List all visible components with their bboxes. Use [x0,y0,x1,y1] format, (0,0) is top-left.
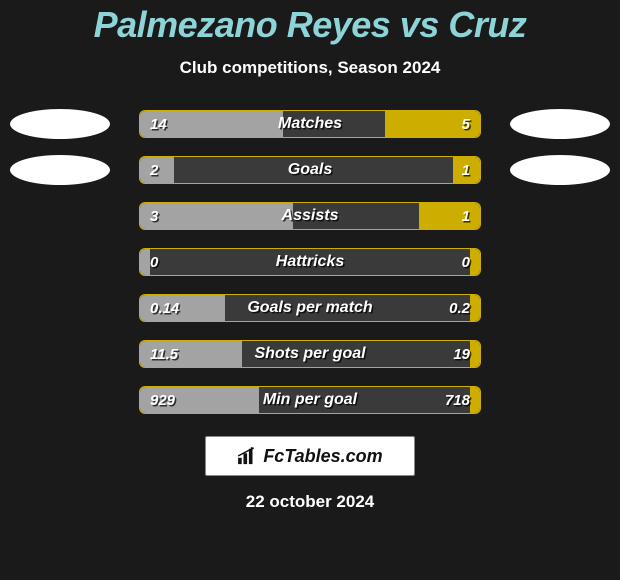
stat-value-left: 3 [150,208,158,225]
stat-bar: 2 Goals 1 [139,156,481,184]
bar-left-fill [140,249,150,275]
logo-text: FcTables.com [263,446,382,467]
stat-value-right: 0.2 [449,300,470,317]
stat-value-left: 0.14 [150,300,179,317]
stat-value-right: 1 [462,162,470,179]
stat-value-right: 0 [462,254,470,271]
stat-value-left: 2 [150,162,158,179]
stat-bar: 929 Min per goal 718 [139,386,481,414]
stat-label: Shots per goal [254,345,365,363]
stat-bar: 0 Hattricks 0 [139,248,481,276]
stat-row: 929 Min per goal 718 [0,386,620,414]
player-badge-right [510,109,610,139]
comparison-infographic: Palmezano Reyes vs Cruz Club competition… [0,0,620,580]
page-subtitle: Club competitions, Season 2024 [180,58,441,78]
stats-area: 14 Matches 5 2 Goals 1 3 Assists [0,110,620,414]
stat-label: Matches [278,115,342,133]
bar-right-fill [470,295,480,321]
stat-bar: 11.5 Shots per goal 19 [139,340,481,368]
stat-row: 0.14 Goals per match 0.2 [0,294,620,322]
stat-value-left: 11.5 [150,346,178,363]
stat-row: 3 Assists 1 [0,202,620,230]
bar-right-fill [419,203,480,229]
stat-value-right: 5 [462,116,470,133]
stat-value-right: 718 [445,392,470,409]
stat-label: Goals [288,161,332,179]
stat-value-left: 14 [150,116,167,133]
stat-bar: 3 Assists 1 [139,202,481,230]
bar-right-fill [470,249,480,275]
stat-label: Assists [282,207,339,225]
stat-row: 0 Hattricks 0 [0,248,620,276]
stat-value-right: 19 [453,346,470,363]
stat-row: 11.5 Shots per goal 19 [0,340,620,368]
page-title: Palmezano Reyes vs Cruz [94,4,527,46]
player-badge-left [10,155,110,185]
bar-right-fill [470,341,480,367]
bar-left-fill [140,203,293,229]
fctables-logo: FcTables.com [205,436,415,476]
stat-label: Min per goal [263,391,357,409]
player-badge-right [510,155,610,185]
footer: FcTables.com 22 october 2024 [205,436,415,512]
stat-row: 2 Goals 1 [0,156,620,184]
bars-icon [237,447,259,465]
stat-bar: 0.14 Goals per match 0.2 [139,294,481,322]
stat-value-left: 929 [150,392,175,409]
bar-right-fill [470,387,480,413]
stat-value-left: 0 [150,254,158,271]
stat-bar: 14 Matches 5 [139,110,481,138]
date-text: 22 october 2024 [246,492,375,512]
stat-label: Hattricks [276,253,344,271]
stat-value-right: 1 [462,208,470,225]
stat-label: Goals per match [247,299,372,317]
player-badge-left [10,109,110,139]
stat-row: 14 Matches 5 [0,110,620,138]
